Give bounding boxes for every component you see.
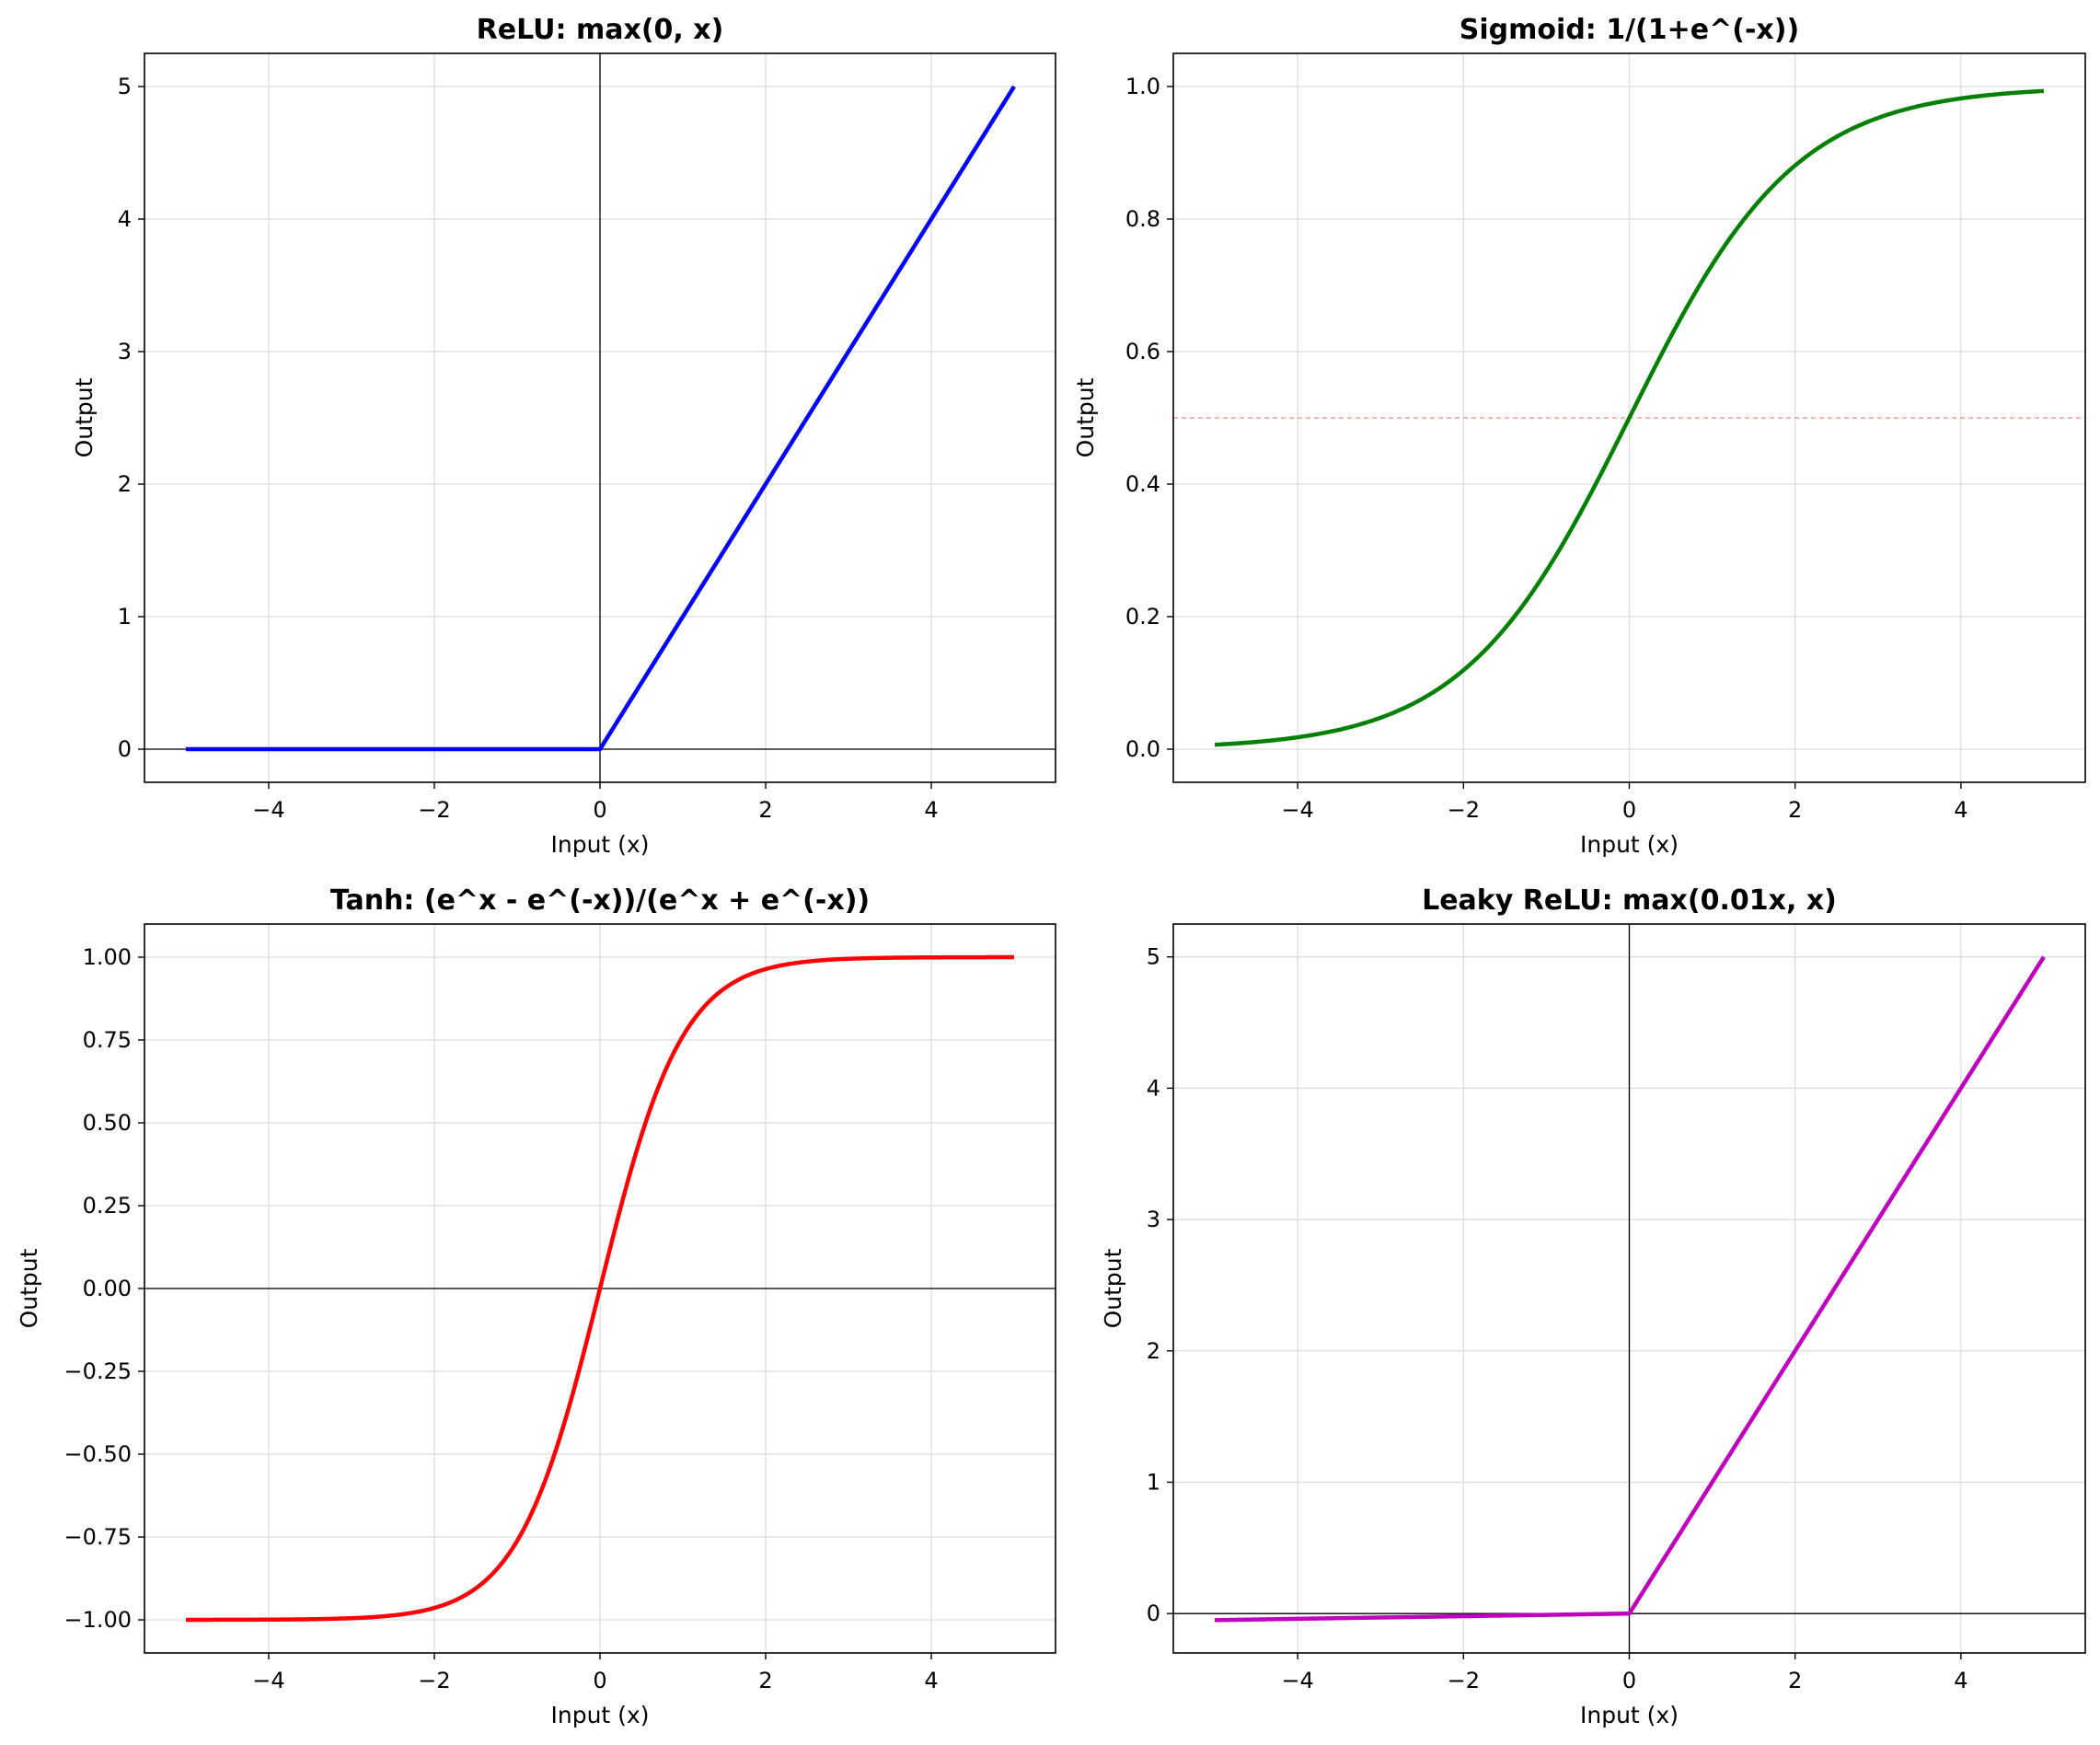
x-tick-label: −4 — [1281, 797, 1313, 823]
chart-panel-leaky-relu: −4 −2 0 2 4 0 1 2 3 4 5 Leaky ReLU: max(0.01x, x) In… — [1100, 884, 2086, 1728]
y-tick-label: −0.75 — [63, 1524, 132, 1550]
y-tick-label: 1.0 — [1125, 74, 1160, 99]
y-tick-label: 0.4 — [1125, 471, 1160, 497]
y-tick-label: 1 — [1147, 1469, 1160, 1495]
chart-title: ReLU: max(0, x) — [477, 14, 724, 46]
x-tick-label: 2 — [1788, 1668, 1802, 1693]
series-line — [1215, 955, 2046, 1623]
series-line — [1214, 88, 2045, 747]
y-tick-label: 0.2 — [1125, 604, 1160, 630]
y-tick-label: 0 — [118, 736, 132, 762]
x-tick-label: −2 — [1448, 797, 1480, 823]
y-tick-label: −0.25 — [63, 1358, 132, 1384]
x-tick-label: 2 — [758, 1668, 772, 1693]
y-tick-label: 0.25 — [83, 1193, 132, 1219]
x-tick-label: 4 — [1954, 797, 1967, 823]
y-tick-label: 0.75 — [83, 1027, 132, 1053]
y-tick-label: 5 — [1147, 944, 1160, 970]
y-tick-label: 3 — [1147, 1207, 1160, 1232]
y-tick-label: 0.0 — [1125, 736, 1160, 762]
x-tick-label: 2 — [758, 797, 772, 823]
chart-panel-sigmoid: −4 −2 0 2 4 0.0 0.2 0.4 0.6 0.8 1.0 Sigmoid: 1/(1+e… — [1072, 14, 2086, 858]
y-axis-label: Output — [71, 377, 98, 457]
x-tick-label: 0 — [1622, 797, 1636, 823]
y-tick-label: 5 — [118, 74, 132, 99]
y-tick-label: 4 — [1147, 1075, 1160, 1101]
x-axis-label: Input (x) — [551, 831, 650, 858]
chart-panel-relu: −4 −2 0 2 4 0 1 2 3 4 5 ReLU: max(0, x) Input (x) Out… — [71, 14, 1056, 858]
x-tick-label: −4 — [1281, 1668, 1313, 1693]
x-tick-label: 2 — [1788, 797, 1802, 823]
x-tick-label: 4 — [924, 1668, 938, 1693]
y-tick-label: 2 — [118, 471, 132, 497]
x-tick-label: −4 — [252, 1668, 284, 1693]
y-tick-label: 0.8 — [1125, 206, 1160, 232]
x-tick-label: −4 — [252, 797, 284, 823]
chart-title: Sigmoid: 1/(1+e^(-x)) — [1460, 14, 1799, 46]
y-tick-label: −1.00 — [63, 1607, 132, 1633]
y-axis-label: Output — [1100, 1248, 1126, 1328]
y-tick-label: 1.00 — [83, 944, 132, 970]
y-tick-label: 0.50 — [83, 1110, 132, 1136]
y-axis-label: Output — [1072, 377, 1099, 457]
y-tick-label: 1 — [118, 604, 132, 630]
y-tick-label: 3 — [118, 339, 132, 364]
x-axis-label: Input (x) — [1580, 1702, 1679, 1728]
x-tick-label: 0 — [593, 1668, 606, 1693]
x-axis-label: Input (x) — [551, 1702, 650, 1728]
chart-title: Leaky ReLU: max(0.01x, x) — [1422, 884, 1837, 917]
y-tick-label: 4 — [118, 206, 132, 232]
y-tick-label: 2 — [1147, 1338, 1160, 1364]
x-tick-label: 4 — [924, 797, 938, 823]
series-line — [186, 85, 1016, 752]
chart-panel-tanh: −4 −2 0 2 4 −1.00 −0.75 −0.50 −0.25 0.00 0.25 0.50 0… — [16, 884, 1056, 1728]
x-tick-label: 4 — [1954, 1668, 1967, 1693]
y-tick-label: 0.00 — [83, 1276, 132, 1301]
x-tick-label: 0 — [1622, 1668, 1636, 1693]
y-tick-label: −0.50 — [63, 1441, 132, 1467]
x-tick-label: −2 — [418, 797, 450, 823]
chart-title: Tanh: (e^x - e^(-x))/(e^x + e^(-x)) — [330, 884, 870, 917]
series-line — [186, 954, 1014, 1623]
x-tick-label: 0 — [593, 797, 606, 823]
y-tick-label: 0.6 — [1125, 339, 1160, 364]
y-axis-label: Output — [16, 1248, 42, 1328]
x-tick-label: −2 — [1448, 1668, 1480, 1693]
y-tick-label: 0 — [1147, 1601, 1160, 1626]
x-axis-label: Input (x) — [1580, 831, 1679, 858]
x-tick-label: −2 — [418, 1668, 450, 1693]
